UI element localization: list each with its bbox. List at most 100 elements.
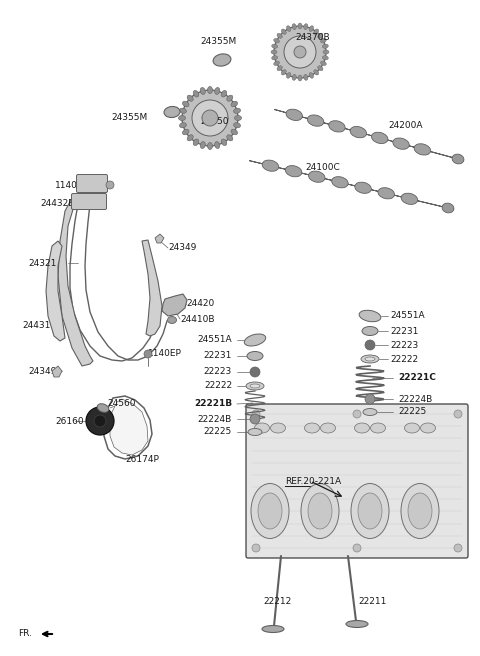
Circle shape: [106, 181, 114, 189]
Ellipse shape: [262, 626, 284, 632]
Polygon shape: [274, 110, 464, 161]
Ellipse shape: [213, 54, 231, 66]
Circle shape: [353, 544, 361, 552]
Text: 22224B: 22224B: [398, 394, 432, 403]
Ellipse shape: [304, 24, 308, 30]
Polygon shape: [155, 234, 164, 243]
Ellipse shape: [361, 355, 379, 363]
Ellipse shape: [371, 423, 385, 433]
Text: 24349: 24349: [28, 367, 56, 375]
Circle shape: [86, 407, 114, 435]
Ellipse shape: [452, 154, 464, 164]
Ellipse shape: [304, 74, 308, 80]
Ellipse shape: [281, 70, 286, 75]
Circle shape: [284, 36, 316, 68]
Ellipse shape: [286, 109, 302, 121]
Text: 22224B: 22224B: [198, 415, 232, 424]
Text: 22212: 22212: [263, 596, 291, 605]
Ellipse shape: [262, 160, 279, 171]
Circle shape: [94, 415, 106, 427]
Ellipse shape: [277, 66, 282, 71]
Ellipse shape: [321, 423, 336, 433]
Ellipse shape: [321, 39, 326, 43]
Ellipse shape: [235, 115, 241, 121]
Text: 22222: 22222: [204, 382, 232, 390]
Ellipse shape: [248, 428, 262, 436]
Text: 24355M: 24355M: [200, 37, 236, 45]
Ellipse shape: [164, 106, 180, 117]
Ellipse shape: [323, 44, 328, 49]
Ellipse shape: [187, 95, 193, 101]
Ellipse shape: [309, 171, 325, 182]
Ellipse shape: [234, 123, 240, 128]
Ellipse shape: [401, 483, 439, 539]
Ellipse shape: [351, 483, 389, 539]
Ellipse shape: [272, 56, 277, 60]
Circle shape: [192, 100, 228, 136]
Ellipse shape: [193, 91, 199, 97]
Text: REF.20-221A: REF.20-221A: [285, 476, 341, 485]
Ellipse shape: [414, 144, 431, 155]
Ellipse shape: [323, 56, 328, 60]
Ellipse shape: [323, 50, 329, 54]
Ellipse shape: [272, 44, 277, 49]
Text: 22225: 22225: [398, 407, 426, 417]
Ellipse shape: [207, 142, 213, 150]
Text: 22225: 22225: [204, 428, 232, 436]
Ellipse shape: [321, 61, 326, 66]
Ellipse shape: [332, 176, 348, 188]
Ellipse shape: [200, 142, 205, 148]
Ellipse shape: [251, 483, 289, 539]
Polygon shape: [142, 240, 162, 336]
Ellipse shape: [168, 316, 177, 323]
Circle shape: [365, 340, 375, 350]
Text: 24431: 24431: [22, 321, 50, 331]
Text: 24551A: 24551A: [390, 312, 425, 321]
Ellipse shape: [287, 26, 291, 31]
Ellipse shape: [346, 621, 368, 628]
Text: 24560: 24560: [107, 400, 135, 409]
Ellipse shape: [277, 33, 282, 38]
Text: 22223: 22223: [204, 367, 232, 377]
Ellipse shape: [258, 493, 282, 529]
Circle shape: [252, 410, 260, 418]
Ellipse shape: [298, 75, 302, 81]
Ellipse shape: [231, 129, 238, 134]
Ellipse shape: [215, 142, 220, 148]
Circle shape: [250, 414, 260, 424]
Text: 24350: 24350: [200, 117, 228, 125]
Ellipse shape: [309, 26, 313, 31]
Ellipse shape: [182, 129, 189, 134]
Ellipse shape: [298, 23, 302, 29]
Ellipse shape: [365, 357, 375, 361]
Ellipse shape: [281, 29, 286, 34]
Ellipse shape: [227, 134, 233, 141]
Ellipse shape: [179, 115, 185, 121]
Ellipse shape: [350, 127, 367, 138]
Text: FR.: FR.: [18, 630, 32, 638]
Polygon shape: [249, 161, 454, 209]
Text: 22231: 22231: [390, 327, 419, 335]
Ellipse shape: [378, 188, 395, 199]
Text: 24349: 24349: [168, 243, 196, 253]
Circle shape: [274, 26, 326, 78]
Circle shape: [365, 394, 375, 404]
Text: 24410B: 24410B: [180, 314, 215, 323]
Ellipse shape: [182, 101, 189, 107]
FancyBboxPatch shape: [76, 174, 108, 192]
Ellipse shape: [244, 334, 266, 346]
Circle shape: [294, 46, 306, 58]
Text: 24420: 24420: [186, 300, 214, 308]
Polygon shape: [46, 241, 65, 341]
Circle shape: [202, 110, 218, 126]
Text: 22221C: 22221C: [398, 373, 436, 382]
Text: 24200A: 24200A: [388, 121, 422, 131]
Ellipse shape: [308, 493, 332, 529]
Text: 22221B: 22221B: [194, 400, 232, 409]
Ellipse shape: [355, 182, 372, 194]
Ellipse shape: [362, 327, 378, 335]
Ellipse shape: [187, 134, 193, 141]
Text: 22211: 22211: [358, 596, 386, 605]
Ellipse shape: [221, 139, 227, 146]
Ellipse shape: [247, 352, 263, 361]
